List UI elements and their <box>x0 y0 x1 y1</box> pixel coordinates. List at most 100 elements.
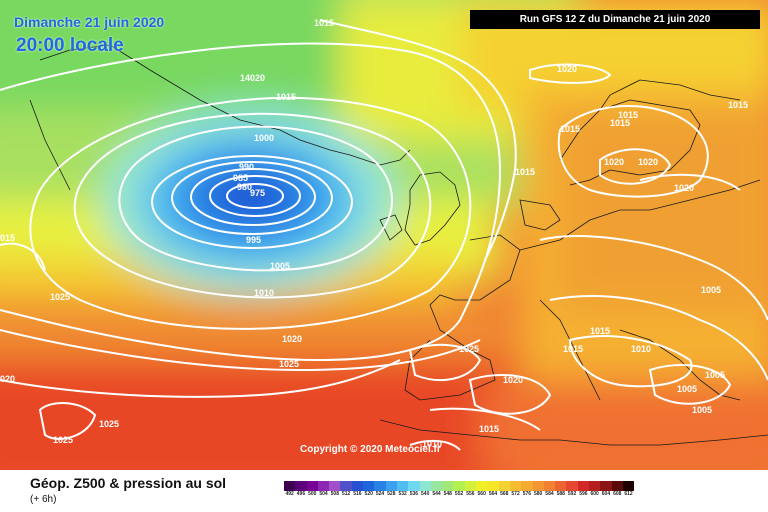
coastlines <box>29 44 768 446</box>
model-run-label: Run GFS 12 Z du Dimanche 21 juin 2020 <box>470 10 760 29</box>
isobar-label: 990 <box>239 162 254 172</box>
scale-swatch <box>566 481 578 491</box>
isobar-label: 1020 <box>557 64 577 74</box>
isobar-975 <box>226 183 284 209</box>
scale-swatch <box>340 481 352 491</box>
scale-label: 528 <box>387 491 396 497</box>
france-iberia-coast <box>404 234 521 401</box>
isobar-1025-iberia <box>408 343 482 381</box>
isobar-1005-central <box>549 295 768 381</box>
isobar-label: 1010 <box>254 288 274 298</box>
scale-swatch <box>509 481 522 491</box>
isobar-label: 1020 <box>638 157 658 167</box>
scale-label: 536 <box>409 491 419 497</box>
scale-swatch <box>284 481 296 491</box>
isobar-1005-greece <box>648 364 732 405</box>
scale-label: 532 <box>398 491 407 497</box>
scale-swatch <box>306 481 318 491</box>
isobar-label: 1025 <box>99 419 119 429</box>
isobar-1025-small <box>38 402 97 440</box>
isobar-1010-africa <box>409 439 461 451</box>
greenland-west-coast <box>29 99 71 191</box>
scale-label: 544 <box>432 491 441 497</box>
scale-label: 560 <box>477 491 486 497</box>
isobar-label: 995 <box>246 235 261 245</box>
isobar-label: 1015 <box>590 326 610 336</box>
weather-map: 1015 1020 1015 1015 1015 1015 1015 1020 … <box>0 0 768 470</box>
scale-label: 592 <box>567 491 577 497</box>
scale-swatch <box>555 481 567 491</box>
isobar-1015-scandinavia <box>557 105 709 198</box>
scale-swatch <box>611 481 623 491</box>
scale-label: 596 <box>579 491 588 497</box>
isobar-1010 <box>29 97 472 330</box>
denmark <box>519 199 561 231</box>
forecast-local-time: 20:00 locale <box>16 35 124 56</box>
scale-swatch <box>532 481 544 491</box>
isobar-980 <box>209 175 301 217</box>
scale-label: 576 <box>522 491 532 497</box>
isobar-label: 1000 <box>254 133 274 143</box>
isobar-label: 1025 <box>279 359 299 369</box>
isobar-1020-west <box>0 329 481 372</box>
scale-swatch <box>577 481 590 491</box>
isobar-1010-balkans <box>568 335 693 388</box>
scale-label: 520 <box>364 491 373 497</box>
scale-swatch <box>600 481 612 491</box>
isobar-1015-west <box>0 42 502 362</box>
isobar-995 <box>151 155 353 249</box>
scale-swatch <box>521 481 533 491</box>
greenland-iceland-coast <box>39 44 411 166</box>
isobar-label: 015 <box>0 233 15 243</box>
isobar-label: 1015 <box>610 118 630 128</box>
scale-swatch <box>476 481 488 491</box>
isobar-label: 020 <box>0 374 15 384</box>
isobar-1020-north <box>529 63 612 84</box>
isobar-label: 985 <box>233 173 248 183</box>
scale-swatch <box>453 481 465 491</box>
isobar-label: 1020 <box>282 334 302 344</box>
scale-label: 572 <box>511 491 520 497</box>
isobar-label: 1005 <box>692 405 712 415</box>
scale-label: 612 <box>624 491 633 497</box>
legend-bar: Géop. Z500 & pression au sol (+ 6h) 492 4… <box>0 470 768 512</box>
scale-swatch <box>419 481 431 491</box>
scale-swatch <box>351 481 364 491</box>
scale-swatch <box>408 481 420 491</box>
north-africa-coast <box>379 419 768 446</box>
color-scale-swatches <box>284 481 635 491</box>
scale-swatch <box>442 481 454 491</box>
isobar-label: 980 <box>237 182 252 192</box>
color-scale-labels: 492 496 500 504 508 512 516 520 524 528 532 536 540 5… <box>284 491 634 497</box>
geopotential-field <box>0 0 768 470</box>
isobar-label: 1010 <box>422 439 442 449</box>
forecast-step: (+ 6h) <box>30 494 57 505</box>
isobar-lines <box>0 19 768 451</box>
scale-swatch <box>295 481 307 491</box>
scale-label: 500 <box>308 491 317 497</box>
scale-label: 600 <box>590 491 599 497</box>
british-isles <box>404 171 461 246</box>
scale-label: 568 <box>500 491 509 497</box>
isobar-1020-east <box>639 173 741 191</box>
scale-swatch <box>363 481 375 491</box>
scale-swatch <box>487 481 499 491</box>
isobar-label: 1015 <box>276 92 296 102</box>
scale-swatch <box>464 481 477 491</box>
scale-swatch <box>430 481 443 491</box>
scale-label: 604 <box>601 491 611 497</box>
isobar-label: 14020 <box>240 73 265 83</box>
isobar-label: 1025 <box>459 344 479 354</box>
forecast-date: Dimanche 21 juin 2020 <box>14 14 165 30</box>
isobar-label: 1005 <box>701 285 721 295</box>
isobar-labels: 1015 1020 1015 1015 1015 1015 1015 1020 … <box>0 18 748 449</box>
color-scale: 492 496 500 504 508 512 516 520 524 528 532 536 540 5… <box>284 481 635 509</box>
isobar-1025-west <box>0 359 401 398</box>
scale-label: 516 <box>353 491 362 497</box>
isobar-label: 1025 <box>50 292 70 302</box>
scale-label: 564 <box>488 491 498 497</box>
scale-label: 588 <box>556 491 565 497</box>
scale-label: 540 <box>421 491 430 497</box>
scale-swatch <box>374 481 386 491</box>
